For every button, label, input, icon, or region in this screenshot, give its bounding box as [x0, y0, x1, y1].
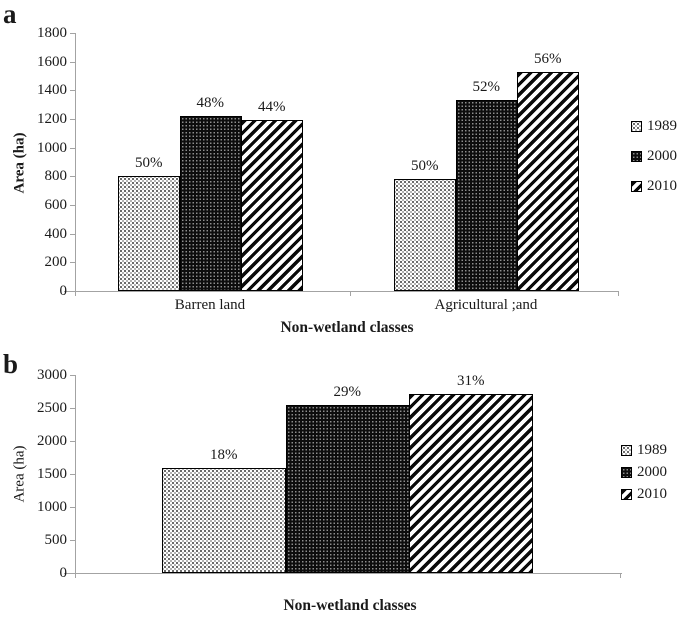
- bar-value-label: 31%: [457, 372, 485, 389]
- legend-item: 2010: [621, 487, 667, 502]
- y-axis-tick: [70, 540, 75, 541]
- category-label: Barren land: [174, 297, 246, 313]
- bar-value-label: 29%: [333, 383, 362, 400]
- x-axis-tick: [350, 291, 351, 296]
- bar-2000-barren-land: [180, 116, 242, 291]
- y-tick-label: 1800: [37, 25, 67, 41]
- y-tick-label: 2500: [37, 400, 67, 416]
- bar-2010: [409, 393, 533, 573]
- bar-value-label: 48%: [196, 95, 225, 112]
- y-axis-tick: [70, 119, 75, 120]
- y-tick-label: 1000: [37, 499, 67, 515]
- y-tick-label: 600: [44, 197, 68, 213]
- bar-value-label: 56%: [534, 50, 562, 67]
- legend-item: 1989: [621, 443, 667, 458]
- legend-swatch-diagonal-stripes-icon: [631, 181, 642, 192]
- y-tick-label: 3000: [37, 367, 67, 383]
- y-tick-label: 1400: [37, 82, 67, 99]
- y-axis-line: [75, 33, 76, 296]
- legend-item: 2010: [631, 179, 677, 194]
- y-axis-tick: [70, 147, 75, 149]
- panel-a-x-axis-title: Non-wetland classes: [280, 319, 414, 336]
- x-axis-tick: [618, 291, 619, 296]
- y-tick-label: 1000: [37, 139, 67, 156]
- bar-value-label: 52%: [472, 78, 501, 95]
- bar-value-label: 44%: [258, 99, 286, 116]
- legend-label: 2010: [637, 486, 667, 502]
- y-axis-tick: [70, 408, 75, 409]
- y-tick-label: 200: [44, 254, 68, 271]
- y-tick-label: 1200: [37, 111, 67, 127]
- legend-item: 2000: [621, 465, 667, 480]
- panel-a-letter: a: [3, 0, 17, 29]
- legend-swatch-dotted-black-icon: [631, 151, 642, 162]
- y-axis-tick: [70, 61, 75, 63]
- bar-1989: [162, 468, 286, 573]
- legend-label: 2000: [637, 464, 667, 480]
- legend-swatch-dotted-white-icon: [631, 121, 642, 132]
- panel-b-x-axis-title: Non-wetland classes: [283, 597, 417, 614]
- bar-2010-agricultural--and: [517, 71, 579, 291]
- y-tick-label: 800: [44, 168, 68, 185]
- legend-item: 1989: [631, 119, 677, 134]
- y-tick-label: 400: [44, 225, 68, 242]
- y-axis-tick: [70, 573, 75, 574]
- bar-1989-agricultural--and: [394, 178, 456, 291]
- y-axis-tick: [70, 441, 75, 442]
- bar-2000: [286, 404, 410, 573]
- y-axis-tick: [70, 262, 75, 264]
- x-axis-tick: [620, 573, 621, 578]
- bar-value-label: 18%: [210, 447, 238, 464]
- legend-swatch-dotted-white-icon: [621, 445, 632, 456]
- x-axis-line: [64, 291, 619, 292]
- x-axis-line: [64, 573, 622, 574]
- y-tick-label: 1600: [37, 53, 67, 70]
- y-tick-label: 0: [59, 283, 68, 299]
- legend-swatch-diagonal-stripes-icon: [621, 489, 632, 500]
- y-axis-tick: [70, 291, 75, 292]
- y-axis-tick: [70, 176, 75, 178]
- y-axis-tick: [70, 90, 75, 92]
- bar-2010-barren-land: [241, 120, 303, 291]
- bar-value-label: 50%: [135, 155, 163, 172]
- y-tick-label: 1500: [37, 466, 67, 482]
- y-axis-tick: [70, 375, 75, 376]
- bar-1989-barren-land: [118, 176, 180, 291]
- legend-label: 1989: [637, 442, 667, 458]
- category-label: Agricultural ;and: [434, 297, 538, 313]
- legend-item: 2000: [631, 149, 677, 164]
- legend-label: 1989: [647, 118, 677, 134]
- panel-b-letter: b: [3, 349, 19, 379]
- y-tick-label: 2000: [37, 433, 67, 449]
- legend-swatch-dotted-black-icon: [621, 467, 632, 478]
- y-axis-tick: [70, 33, 75, 34]
- y-axis-line: [75, 375, 76, 578]
- bar-value-label: 50%: [411, 157, 439, 174]
- y-axis-tick: [70, 233, 75, 235]
- bar-2000-agricultural--and: [456, 99, 518, 291]
- legend-label: 2010: [647, 178, 677, 194]
- y-axis-tick: [70, 205, 75, 206]
- legend-label: 2000: [647, 148, 677, 164]
- y-axis-tick: [70, 474, 75, 475]
- y-tick-label: 0: [59, 565, 68, 581]
- y-axis-tick: [70, 507, 75, 508]
- y-tick-label: 500: [44, 532, 68, 548]
